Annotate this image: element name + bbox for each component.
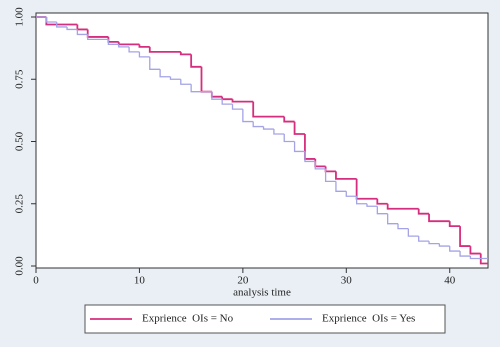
survival-step — [221, 99, 233, 105]
survival-step — [45, 17, 57, 23]
survival-step — [438, 243, 450, 247]
survival-step — [293, 121, 305, 135]
x-tick-label: 30 — [341, 275, 353, 287]
survival-step — [366, 203, 378, 207]
survival-step — [118, 44, 130, 48]
survival-step — [231, 104, 243, 110]
survival-step — [459, 251, 471, 257]
survival-step — [355, 196, 367, 205]
survival-step — [386, 203, 419, 210]
survival-step — [148, 46, 181, 53]
plot-area — [35, 12, 489, 269]
y-tick-label: 0.50 — [14, 131, 26, 151]
survival-step — [252, 121, 264, 128]
survival-step — [252, 101, 285, 118]
survival-step — [190, 54, 202, 68]
x-tick-label: 0 — [33, 275, 39, 287]
survival-step — [376, 206, 388, 215]
survival-step — [262, 126, 274, 130]
survival-step — [376, 198, 388, 205]
survival-step — [283, 116, 295, 123]
survival-step — [314, 161, 326, 170]
survival-step — [179, 51, 192, 56]
survival-step — [397, 223, 409, 230]
legend-label: Exprience OIs = No — [142, 313, 234, 325]
survival-step — [107, 39, 119, 46]
survival-step — [159, 69, 171, 78]
survival-step — [231, 99, 254, 103]
survival-step — [211, 91, 223, 100]
y-tick-label: 1.00 — [14, 7, 26, 27]
survival-step — [304, 151, 316, 163]
survival-step — [469, 256, 488, 260]
survival-step — [335, 171, 357, 180]
survival-step — [76, 29, 88, 36]
y-tick-label: 0.00 — [14, 256, 26, 276]
y-tick-label: 0.25 — [14, 194, 26, 214]
survival-step — [469, 246, 481, 255]
survival-step — [479, 253, 488, 265]
survival-step — [169, 76, 181, 80]
survival-step — [335, 181, 347, 192]
x-axis-title: analysis time — [233, 287, 291, 299]
survival-step — [138, 44, 150, 48]
legend-label: Exprience OIs = Yes — [322, 313, 415, 325]
survival-step — [190, 84, 212, 93]
survival-step — [56, 21, 68, 28]
x-tick-label: 20 — [237, 275, 249, 287]
survival-step — [138, 51, 150, 58]
survival-step — [324, 168, 336, 182]
survival-step — [242, 109, 254, 123]
survival-step — [387, 213, 399, 225]
survival-step — [273, 129, 285, 135]
survival-step — [448, 221, 461, 228]
survival-step — [417, 208, 430, 215]
survival-step — [293, 141, 305, 153]
survival-step — [407, 228, 419, 237]
survival-step — [66, 26, 78, 31]
survival-step — [449, 246, 461, 252]
survival-step — [418, 236, 430, 242]
survival-step — [428, 213, 450, 223]
survival-step — [283, 134, 295, 143]
survival-step — [428, 241, 440, 245]
survival-step — [149, 56, 161, 70]
survival-step — [345, 191, 357, 197]
y-tick-label: 0.75 — [14, 69, 26, 89]
survival-step — [128, 46, 140, 53]
x-tick-label: 10 — [134, 275, 146, 287]
legend — [84, 304, 446, 334]
survival-step — [87, 34, 109, 41]
x-tick-label: 40 — [444, 275, 456, 287]
survival-step — [180, 79, 192, 85]
survival-step — [459, 226, 471, 247]
